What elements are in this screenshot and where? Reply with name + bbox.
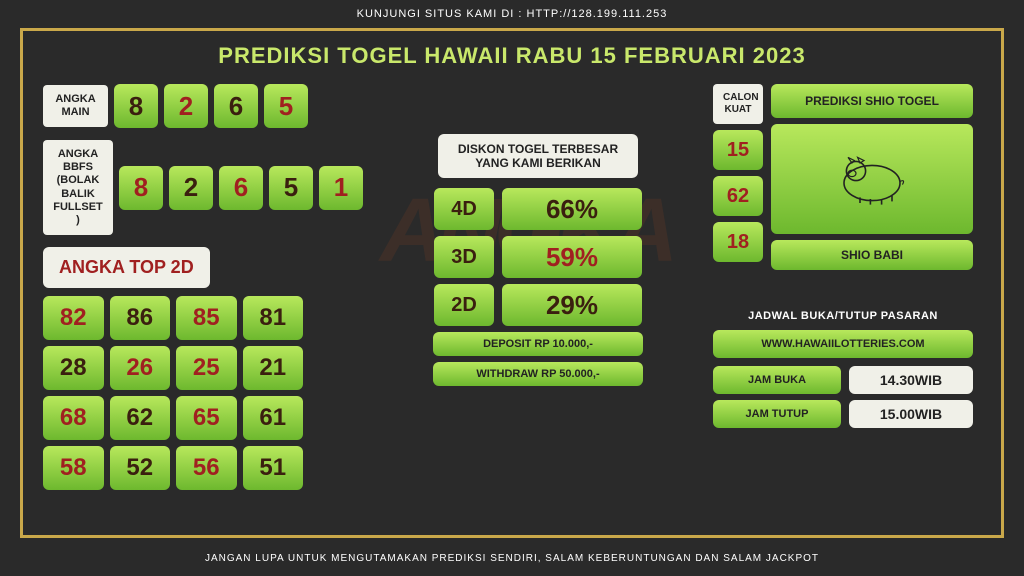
number-box: 68 [43,396,104,440]
withdraw-info: WITHDRAW RP 50.000,- [433,362,643,386]
angka-main-label: ANGKA MAIN [43,85,108,127]
number-box: 65 [176,396,237,440]
discount-row: 3D59% [378,236,698,278]
number-box: 25 [176,346,237,390]
number-box: 52 [110,446,171,490]
schedule-title: JADWAL BUKA/TUTUP PASARAN [713,310,973,322]
discount-row: 2D29% [378,284,698,326]
number-box: 21 [243,346,304,390]
number-box: 2 [164,84,208,128]
number-box: 62 [110,396,171,440]
number-box: 6 [219,166,263,210]
number-box: 6 [214,84,258,128]
number-box: 81 [243,296,304,340]
shio-name: SHIO BABI [771,240,973,270]
angka-top-grid: 82868581 28262521 68626561 58525651 [43,296,303,490]
number-box: 28 [43,346,104,390]
bottom-banner: JANGAN LUPA UNTUK MENGUTAMAKAN PREDIKSI … [0,545,1024,572]
discount-label: 3D [434,236,494,278]
shio-title: PREDIKSI SHIO TOGEL [771,84,973,118]
main-frame: PREDIKSI TOGEL HAWAII RABU 15 FEBRUARI 2… [20,28,1004,538]
number-box: 5 [269,166,313,210]
schedule-url: WWW.HAWAIILOTTERIES.COM [713,330,973,358]
discount-label: 4D [434,188,494,230]
number-box: 61 [243,396,304,440]
open-label: JAM BUKA [713,366,841,394]
number-box: 8 [119,166,163,210]
diskon-title: DISKON TOGEL TERBESAR YANG KAMI BERIKAN [438,134,638,178]
angka-bbfs-label: ANGKA BBFS (BOLAK BALIK FULLSET ) [43,140,113,235]
number-box: 51 [243,446,304,490]
number-box: 26 [110,346,171,390]
angka-top-title: ANGKA TOP 2D [43,247,210,288]
discount-label: 2D [434,284,494,326]
calon-number: 62 [713,176,763,216]
number-box: 2 [169,166,213,210]
angka-main-row: ANGKA MAIN 8265 [43,84,363,128]
discount-row: 4D66% [378,188,698,230]
discount-value: 29% [502,284,642,326]
number-box: 82 [43,296,104,340]
close-time: 15.00WIB [849,400,973,428]
number-box: 86 [110,296,171,340]
number-box: 56 [176,446,237,490]
number-box: 85 [176,296,237,340]
calon-number: 15 [713,130,763,170]
close-label: JAM TUTUP [713,400,841,428]
shio-image [771,124,973,234]
number-box: 1 [319,166,363,210]
discount-value: 59% [502,236,642,278]
pig-icon [832,149,912,209]
angka-bbfs-row: ANGKA BBFS (BOLAK BALIK FULLSET ) 82651 [43,140,363,235]
page-title: PREDIKSI TOGEL HAWAII RABU 15 FEBRUARI 2… [43,43,981,69]
calon-number: 18 [713,222,763,262]
deposit-info: DEPOSIT RP 10.000,- [433,332,643,356]
number-box: 58 [43,446,104,490]
number-box: 8 [114,84,158,128]
number-box: 5 [264,84,308,128]
discount-value: 66% [502,188,642,230]
top-banner: KUNJUNGI SITUS KAMI DI : HTTP://128.199.… [0,0,1024,28]
calon-label: CALON KUAT [713,84,763,124]
open-time: 14.30WIB [849,366,973,394]
